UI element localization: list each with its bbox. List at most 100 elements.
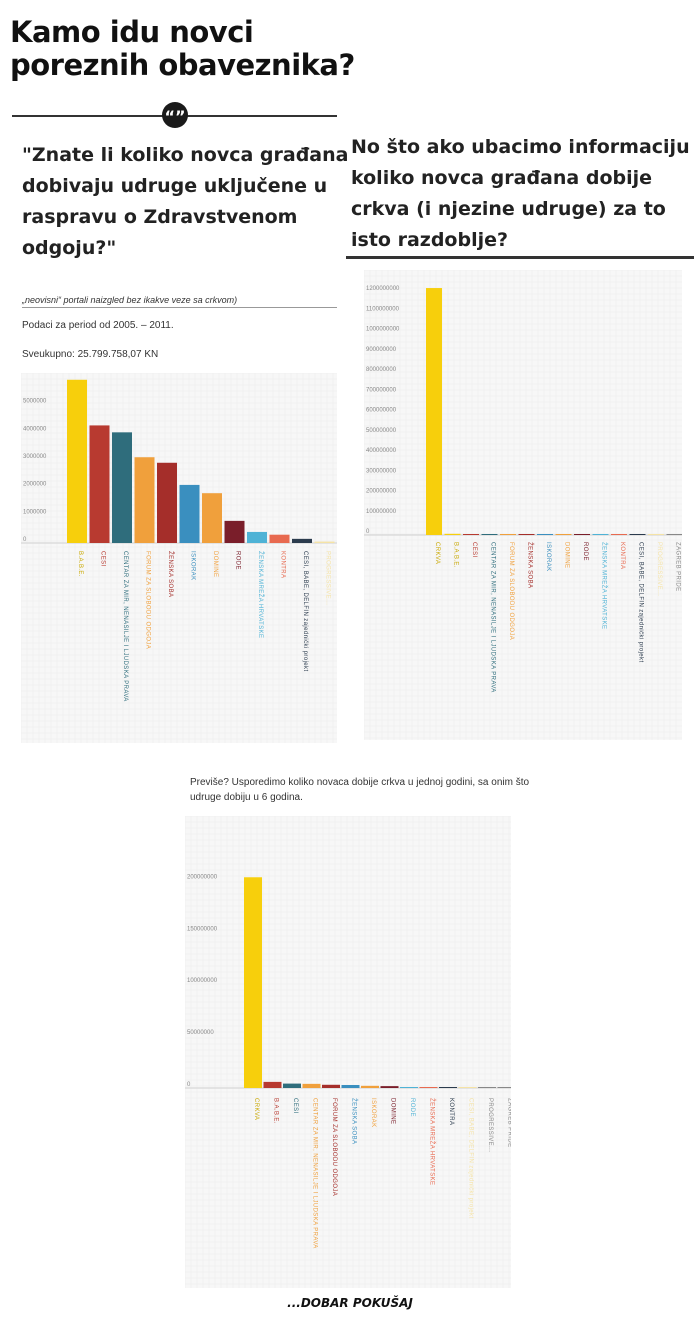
period-text: Podaci za period od 2005. – 2011. [22, 320, 174, 331]
divider-small [22, 307, 337, 308]
bar [89, 425, 110, 543]
x-tick-label: CRKVA [434, 542, 440, 564]
title-line-1: Kamo idu novci [10, 15, 254, 49]
y-tick-label: 400000000 [366, 448, 397, 454]
x-tick-label: FORUM ZA SLOBODU ODGOJA [331, 1098, 337, 1196]
x-tick-label: B.A.B.E. [77, 551, 83, 577]
source-note: „neovisni“ portali naizgled bez ikakve v… [22, 295, 238, 305]
x-tick-label: CENTAR ZA MIR, NENASILJE I LJUDSKA PRAVA [312, 1098, 318, 1249]
x-tick-label: ISKORAK [370, 1098, 376, 1127]
plot-background [185, 816, 511, 1288]
y-tick-label: 700000000 [366, 387, 397, 393]
chart-associations: 0 1000000 2000000 3000000 4000000 5000000 B.A.… [21, 373, 337, 743]
page-title: Kamo idu novci poreznih obaveznika? [10, 16, 355, 82]
x-tick-label: PROGRESSIVE... [487, 1098, 493, 1152]
bar [341, 1084, 360, 1088]
total-text: Sveukupno: 25.799.758,07 KN [22, 349, 159, 360]
y-tick-label: 1100000000 [366, 306, 400, 312]
bar [497, 1087, 511, 1088]
x-tick-label: ŽENSKA SOBA [527, 542, 535, 588]
x-tick-label: DOMINE [390, 1098, 396, 1124]
bar [648, 534, 664, 535]
x-tick-label: RODE [235, 551, 241, 570]
x-tick-label: CESI, BABE, DELFIN zajednički projekt [638, 542, 644, 663]
bar [202, 493, 222, 543]
y-tick-label: 0 [366, 529, 370, 535]
x-tick-label: ŽENSKA MREŽA HRVATSKE [429, 1098, 437, 1185]
plot-background [364, 270, 682, 740]
quote-icon: “” [162, 102, 188, 128]
y-tick-label: 200000000 [187, 874, 218, 880]
bar [629, 534, 646, 535]
bar [500, 534, 516, 535]
x-tick-label: CRKVA [253, 1098, 259, 1120]
x-tick-label: DOMINE [564, 542, 570, 568]
x-tick-label: CESI, BABE, DELFIN zajednički projekt [468, 1098, 474, 1219]
x-tick-label: B.A.B.E. [453, 542, 459, 568]
footer-text: ...DOBAR POKUŠAJ [287, 1296, 413, 1310]
bar [481, 534, 498, 535]
bar [302, 1083, 321, 1088]
x-tick-label: ISKORAK [190, 551, 196, 580]
bar [134, 457, 155, 543]
bar [537, 534, 553, 535]
title-line-2: poreznih obaveznika? [10, 48, 355, 82]
bar [157, 462, 177, 543]
bar [67, 379, 87, 543]
y-tick-label: 2000000 [23, 482, 47, 488]
bar [458, 1087, 477, 1088]
x-tick-label: ŽENSKA MREŽA HRVATSKE [601, 542, 609, 629]
y-tick-label: 0 [23, 537, 27, 543]
bar [463, 534, 479, 535]
x-tick-label: KONTRA [280, 551, 286, 578]
x-tick-label: CENTAR ZA MIR, NENASILJE I LJUDSKA PRAVA [122, 551, 128, 702]
x-tick-label: FORUM ZA SLOBODU ODGOJA [508, 542, 514, 640]
y-tick-label: 5000000 [23, 399, 47, 405]
x-tick-label: B.A.B.E. [273, 1098, 279, 1124]
divider-right [346, 256, 694, 259]
y-tick-label: 0 [187, 1082, 191, 1088]
bar [269, 534, 290, 543]
bar [426, 288, 442, 535]
bar [247, 531, 267, 543]
bar [478, 1087, 496, 1088]
right-question: No što ako ubacimo informaciju koliko no… [351, 136, 690, 251]
bar [419, 1087, 438, 1088]
left-question: "Znate li koliko novca građana dobivaju … [22, 144, 349, 259]
y-tick-label: 100000000 [187, 978, 218, 984]
x-tick-label: KONTRA [619, 542, 625, 569]
y-tick-label: 1000000 [23, 509, 47, 515]
bar [400, 1087, 418, 1088]
bar [574, 534, 590, 535]
bar [179, 484, 200, 543]
bar [611, 534, 627, 535]
x-tick-label: CESI [471, 542, 477, 558]
x-tick-label: ŽENSKA SOBA [351, 1098, 359, 1144]
bar [518, 534, 535, 535]
x-tick-label: FORUM ZA SLOBODU ODGOJA [145, 551, 151, 649]
bar [439, 1087, 457, 1088]
y-tick-label: 600000000 [366, 408, 397, 414]
chart-church-vs-associations: 0 100000000 200000000 300000000 400000000 500… [364, 270, 682, 740]
x-tick-label: DOMINE [212, 551, 218, 577]
y-tick-label: 50000000 [187, 1030, 214, 1036]
y-tick-label: 900000000 [366, 347, 397, 353]
x-tick-label: PROGRESSIVE... [656, 542, 662, 596]
y-tick-label: 1000000000 [366, 327, 400, 333]
x-tick-label: ZAGREB PRIDE [675, 542, 681, 591]
y-tick-label: 3000000 [23, 454, 47, 460]
y-tick-label: 4000000 [23, 426, 47, 432]
bar [361, 1085, 379, 1088]
bottom-note: Previše? Usporedimo koliko novaca dobije… [190, 777, 530, 803]
bar [244, 877, 262, 1088]
x-tick-label: ISKORAK [545, 542, 551, 571]
chart-church-one-year: 0 50000000 100000000 150000000 200000000 CRKV… [185, 816, 511, 1288]
x-tick-label: KONTRA [448, 1098, 454, 1125]
bar [592, 534, 609, 535]
bar [444, 533, 461, 535]
y-tick-label: 150000000 [187, 926, 218, 932]
x-tick-label: ZAGREB PRIDE [507, 1098, 512, 1147]
y-tick-label: 500000000 [366, 428, 397, 434]
bar [322, 1084, 340, 1088]
bar [666, 534, 682, 535]
